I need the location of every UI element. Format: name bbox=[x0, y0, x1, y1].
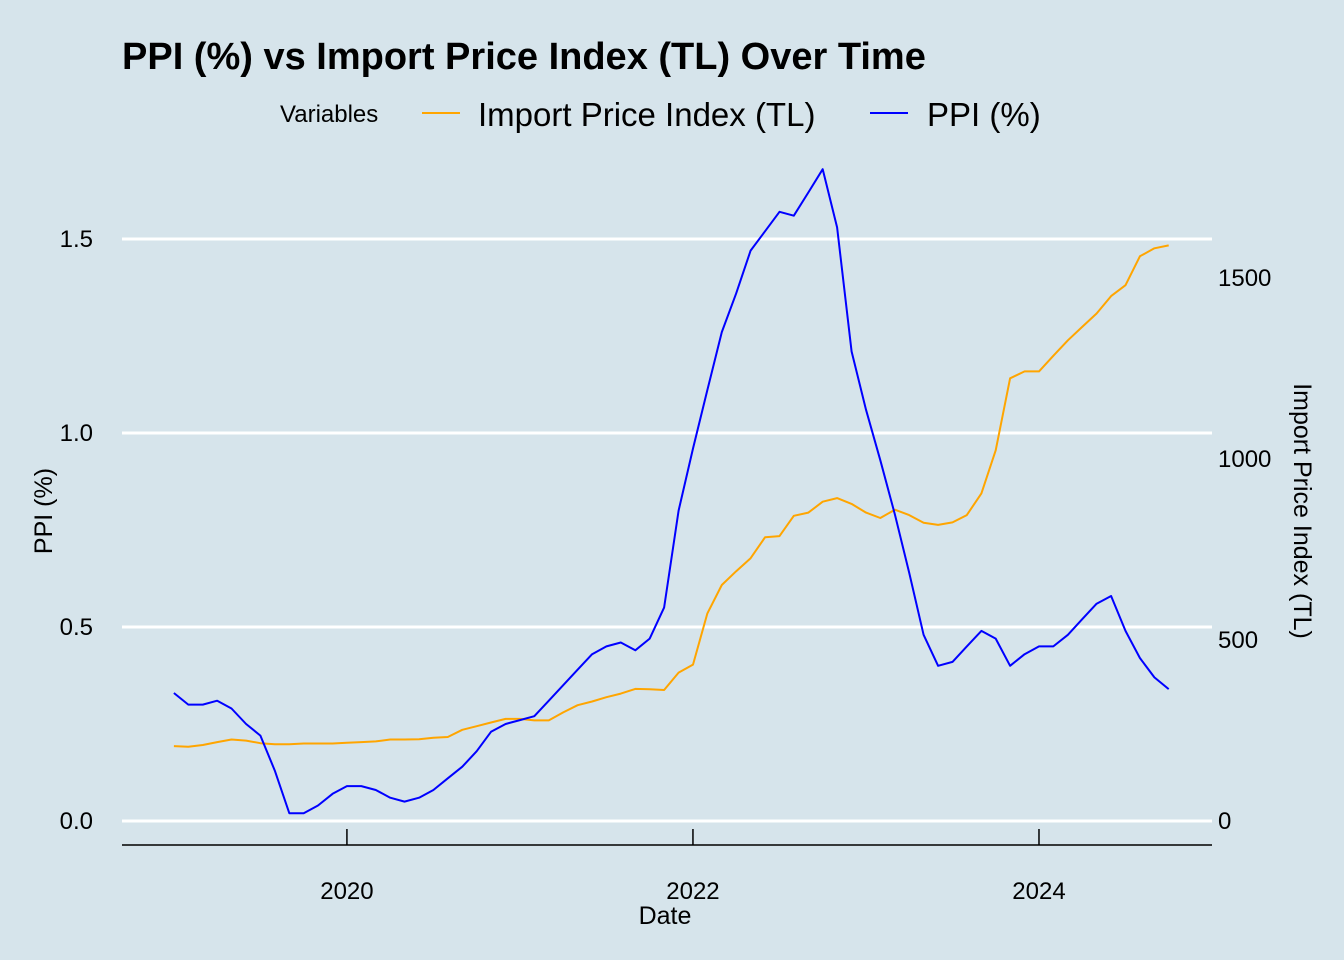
series bbox=[173, 168, 1170, 815]
x-axis: 2020 2022 2024 bbox=[122, 829, 1212, 905]
y-left-tick-label: 0.0 bbox=[60, 808, 93, 835]
y-left-tick-label: 1.5 bbox=[60, 226, 93, 253]
y-left-tick-label: 0.5 bbox=[60, 614, 93, 641]
series-line-import-price-index bbox=[173, 244, 1169, 748]
x-tick-label: 2024 bbox=[1012, 878, 1065, 905]
y-right-tick-label: 0 bbox=[1218, 808, 1231, 835]
y-axis-left-title: PPI (%) bbox=[30, 468, 58, 554]
legend: Variables Import Price Index (TL) PPI (%… bbox=[280, 96, 1041, 133]
y-right-tick-label: 500 bbox=[1218, 627, 1258, 654]
gridlines bbox=[122, 237, 1212, 823]
y-left-tick-label: 1.0 bbox=[60, 420, 93, 447]
series-line-ppi bbox=[173, 168, 1170, 815]
y-right-tick-label: 1500 bbox=[1218, 265, 1271, 292]
x-tick-label: 2022 bbox=[666, 878, 719, 905]
legend-label-ppi: PPI (%) bbox=[927, 96, 1041, 133]
y-axis-right: 0 500 1000 1500 bbox=[1218, 265, 1271, 835]
chart-title: PPI (%) vs Import Price Index (TL) Over … bbox=[122, 36, 926, 78]
x-axis-title: Date bbox=[639, 902, 692, 930]
y-axis-left: 0.0 0.5 1.0 1.5 bbox=[60, 226, 93, 835]
legend-label-import-price-index: Import Price Index (TL) bbox=[478, 96, 815, 133]
x-tick-label: 2020 bbox=[320, 878, 373, 905]
y-right-tick-label: 1000 bbox=[1218, 446, 1271, 473]
y-axis-right-title: Import Price Index (TL) bbox=[1288, 383, 1316, 639]
legend-title: Variables bbox=[280, 101, 378, 128]
